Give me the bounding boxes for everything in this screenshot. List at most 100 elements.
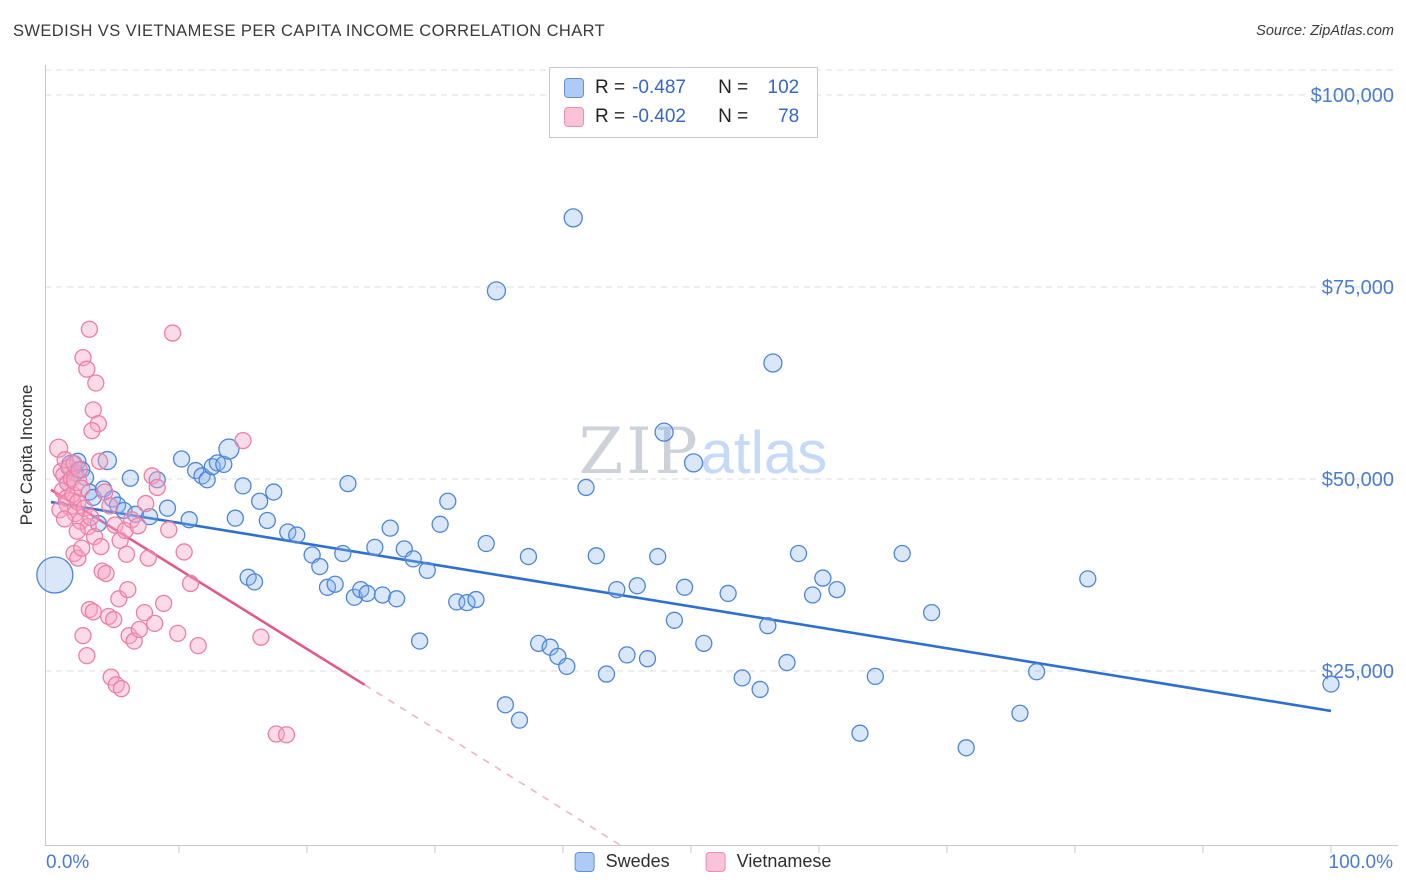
swede-point xyxy=(477,534,495,553)
swede-point xyxy=(439,492,457,510)
vietnamese-point xyxy=(110,590,128,608)
vietnamese-point xyxy=(119,580,137,599)
vietnamese-point xyxy=(135,603,154,622)
swede-point xyxy=(180,511,198,529)
swede-point xyxy=(893,544,911,563)
stats-legend: R = -0.487 N = 102 R = -0.402 N = 78 xyxy=(549,67,819,138)
swede-point xyxy=(683,453,704,473)
y-tick-label: $50,000 xyxy=(1322,469,1394,491)
swede-point xyxy=(496,696,515,714)
swede-point xyxy=(250,492,269,510)
swede-point xyxy=(510,711,529,729)
swede-point xyxy=(311,557,329,576)
swede-point xyxy=(618,646,636,664)
n-value-swedes: 102 xyxy=(767,77,800,98)
swede-point xyxy=(198,471,216,489)
y-axis-title: Per Capita Income xyxy=(17,384,36,526)
chart-title: SWEDISH VS VIETNAMESE PER CAPITA INCOME … xyxy=(13,22,606,40)
vietnamese-point xyxy=(129,517,147,535)
swede-point xyxy=(1322,675,1340,693)
y-tick-label: $25,000 xyxy=(1322,661,1394,683)
swede-point xyxy=(558,657,576,676)
n-label: N = xyxy=(718,106,749,127)
vietnamese-point xyxy=(73,539,91,557)
watermark: ZIPatlas xyxy=(579,415,828,489)
vietnamese-point xyxy=(69,549,87,567)
vietnamese-point xyxy=(277,726,296,744)
legend-label-vietnamese: Vietnamese xyxy=(736,851,832,871)
swede-point xyxy=(733,669,751,687)
legend-item-vietnamese[interactable]: Vietnamese xyxy=(705,851,832,872)
swede-point xyxy=(828,580,846,599)
vietnamese-point xyxy=(163,324,182,342)
swede-point xyxy=(957,739,975,757)
y-tick-label: $100,000 xyxy=(1311,85,1394,107)
vietnamese-point xyxy=(122,511,141,529)
swede-point xyxy=(326,575,344,593)
swede-point xyxy=(234,477,252,495)
swede-point xyxy=(265,483,283,501)
vietnamese-point xyxy=(116,521,134,540)
swede-point xyxy=(404,550,422,568)
legend-label-swedes: Swedes xyxy=(605,851,670,871)
swede-point xyxy=(373,586,392,604)
swede-point xyxy=(628,577,646,595)
swede-point xyxy=(486,281,507,301)
vietnamese-point xyxy=(89,415,108,433)
swedes-swatch-icon xyxy=(574,851,595,872)
swede-point xyxy=(121,469,140,487)
vietnamese-point xyxy=(99,607,118,626)
swedes-trend-line xyxy=(50,500,1332,713)
vietnamese-point xyxy=(105,610,123,629)
vietnamese-point xyxy=(68,522,86,540)
swede-point xyxy=(675,578,694,596)
vietnamese-point xyxy=(175,543,193,561)
swede-point xyxy=(410,632,429,650)
vietnamese-point xyxy=(112,680,131,698)
swede-point xyxy=(866,667,884,686)
vietnamese-point xyxy=(65,469,88,492)
vietnamese-point xyxy=(160,521,178,539)
vietnamese-point xyxy=(85,527,104,546)
watermark-atlas: atlas xyxy=(700,419,828,486)
swede-point xyxy=(258,511,276,530)
r-label: R = xyxy=(595,106,626,127)
watermark-zip: ZIP xyxy=(578,415,701,489)
vietnamese-point xyxy=(90,452,109,470)
swede-point xyxy=(1079,570,1097,588)
swede-point xyxy=(387,590,406,608)
swede-point xyxy=(759,617,777,635)
swede-point xyxy=(418,561,436,580)
swede-point xyxy=(140,507,159,526)
swede-point xyxy=(751,680,769,699)
n-label: N = xyxy=(718,77,749,98)
vietnamese-trend-line xyxy=(50,488,366,686)
r-value-vietnamese: -0.402 xyxy=(632,106,686,127)
swede-point xyxy=(519,547,538,566)
vietnamese-point xyxy=(234,431,252,450)
swede-point xyxy=(158,499,177,517)
vietnamese-point xyxy=(83,421,101,440)
r-label: R = xyxy=(595,77,626,98)
legend-item-swedes[interactable]: Swedes xyxy=(574,851,670,872)
vietnamese-point xyxy=(49,438,69,458)
vietnamese-point xyxy=(181,574,200,593)
swede-point xyxy=(608,580,626,599)
swede-point xyxy=(1027,663,1046,681)
vietnamese-point xyxy=(97,564,115,583)
stats-row-swedes: R = -0.487 N = 102 xyxy=(564,77,799,99)
swede-point xyxy=(577,478,595,497)
swede-point xyxy=(208,454,227,472)
swede-point xyxy=(245,573,264,591)
vietnamese-point xyxy=(92,537,110,556)
swede-point xyxy=(719,584,737,603)
vietnamese-point xyxy=(154,594,173,613)
vietnamese-point xyxy=(69,493,87,511)
vietnamese-point xyxy=(84,603,102,621)
vietnamese-point xyxy=(189,637,207,655)
swedes-swatch-icon xyxy=(564,78,584,98)
swede-point xyxy=(1011,704,1029,722)
swede-point xyxy=(778,653,796,672)
